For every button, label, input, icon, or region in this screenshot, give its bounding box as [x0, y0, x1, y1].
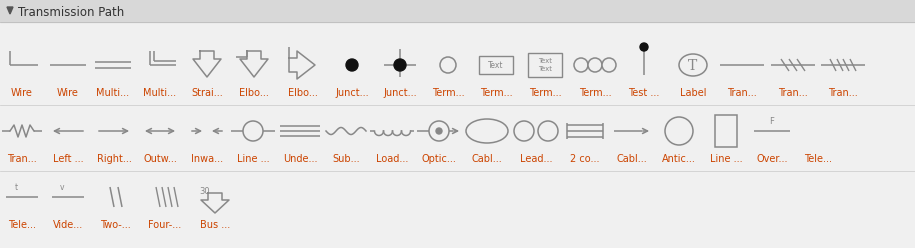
Circle shape — [346, 59, 358, 71]
Text: Junct...: Junct... — [335, 88, 369, 98]
Circle shape — [602, 58, 616, 72]
Text: Sub...: Sub... — [332, 154, 360, 164]
Text: Cabl...: Cabl... — [617, 154, 648, 164]
Text: Inwa...: Inwa... — [191, 154, 223, 164]
Text: Tran...: Tran... — [7, 154, 37, 164]
Text: T: T — [688, 59, 697, 73]
Polygon shape — [7, 7, 13, 14]
Ellipse shape — [679, 54, 707, 76]
Bar — [528, 53, 562, 77]
Circle shape — [429, 121, 449, 141]
Text: Line ...: Line ... — [237, 154, 269, 164]
Bar — [479, 56, 513, 74]
Bar — [0, 0, 915, 22]
Text: Wire: Wire — [57, 88, 79, 98]
Text: Junct...: Junct... — [383, 88, 417, 98]
Text: Term...: Term... — [432, 88, 464, 98]
Text: Unde...: Unde... — [283, 154, 318, 164]
Circle shape — [665, 117, 693, 145]
Circle shape — [588, 58, 602, 72]
Text: Tran...: Tran... — [727, 88, 757, 98]
Circle shape — [243, 121, 263, 141]
Text: Outw...: Outw... — [143, 154, 177, 164]
Text: Term...: Term... — [578, 88, 611, 98]
Text: F: F — [770, 117, 774, 125]
Circle shape — [394, 59, 406, 71]
Circle shape — [514, 121, 534, 141]
Text: 30: 30 — [199, 186, 210, 195]
Text: Lead...: Lead... — [520, 154, 553, 164]
Text: Load...: Load... — [376, 154, 408, 164]
Text: Multi...: Multi... — [144, 88, 177, 98]
Text: Wire: Wire — [11, 88, 33, 98]
Text: Text: Text — [538, 66, 552, 72]
Text: Tele...: Tele... — [804, 154, 832, 164]
Text: Tran...: Tran... — [778, 88, 808, 98]
Text: Bus ...: Bus ... — [199, 220, 231, 230]
Text: Text: Text — [489, 62, 504, 70]
Text: Transmission Path: Transmission Path — [18, 6, 124, 20]
Text: Text: Text — [538, 58, 552, 64]
Text: Tran...: Tran... — [828, 88, 858, 98]
Circle shape — [538, 121, 558, 141]
Circle shape — [574, 58, 588, 72]
Text: Term...: Term... — [529, 88, 561, 98]
Text: Elbo...: Elbo... — [239, 88, 269, 98]
Text: Elbo...: Elbo... — [288, 88, 318, 98]
Text: Line ...: Line ... — [710, 154, 742, 164]
Text: Right...: Right... — [97, 154, 132, 164]
Text: v: v — [59, 183, 64, 191]
Text: t: t — [15, 183, 17, 191]
Circle shape — [440, 57, 456, 73]
Circle shape — [436, 128, 442, 134]
Text: Test ...: Test ... — [629, 88, 660, 98]
Text: Multi...: Multi... — [96, 88, 130, 98]
Bar — [715, 115, 737, 147]
Text: Left ...: Left ... — [53, 154, 83, 164]
Text: Term...: Term... — [479, 88, 512, 98]
Text: Label: Label — [680, 88, 706, 98]
Text: Four-...: Four-... — [148, 220, 181, 230]
Text: Two-...: Two-... — [100, 220, 130, 230]
Text: Over...: Over... — [757, 154, 788, 164]
Text: Tele...: Tele... — [8, 220, 36, 230]
Ellipse shape — [466, 119, 508, 143]
Text: Cabl...: Cabl... — [471, 154, 502, 164]
Text: Vide...: Vide... — [53, 220, 83, 230]
Text: 2 co...: 2 co... — [570, 154, 599, 164]
Text: Optic...: Optic... — [422, 154, 457, 164]
Text: Antic...: Antic... — [662, 154, 696, 164]
Circle shape — [640, 43, 648, 51]
Text: Strai...: Strai... — [191, 88, 223, 98]
